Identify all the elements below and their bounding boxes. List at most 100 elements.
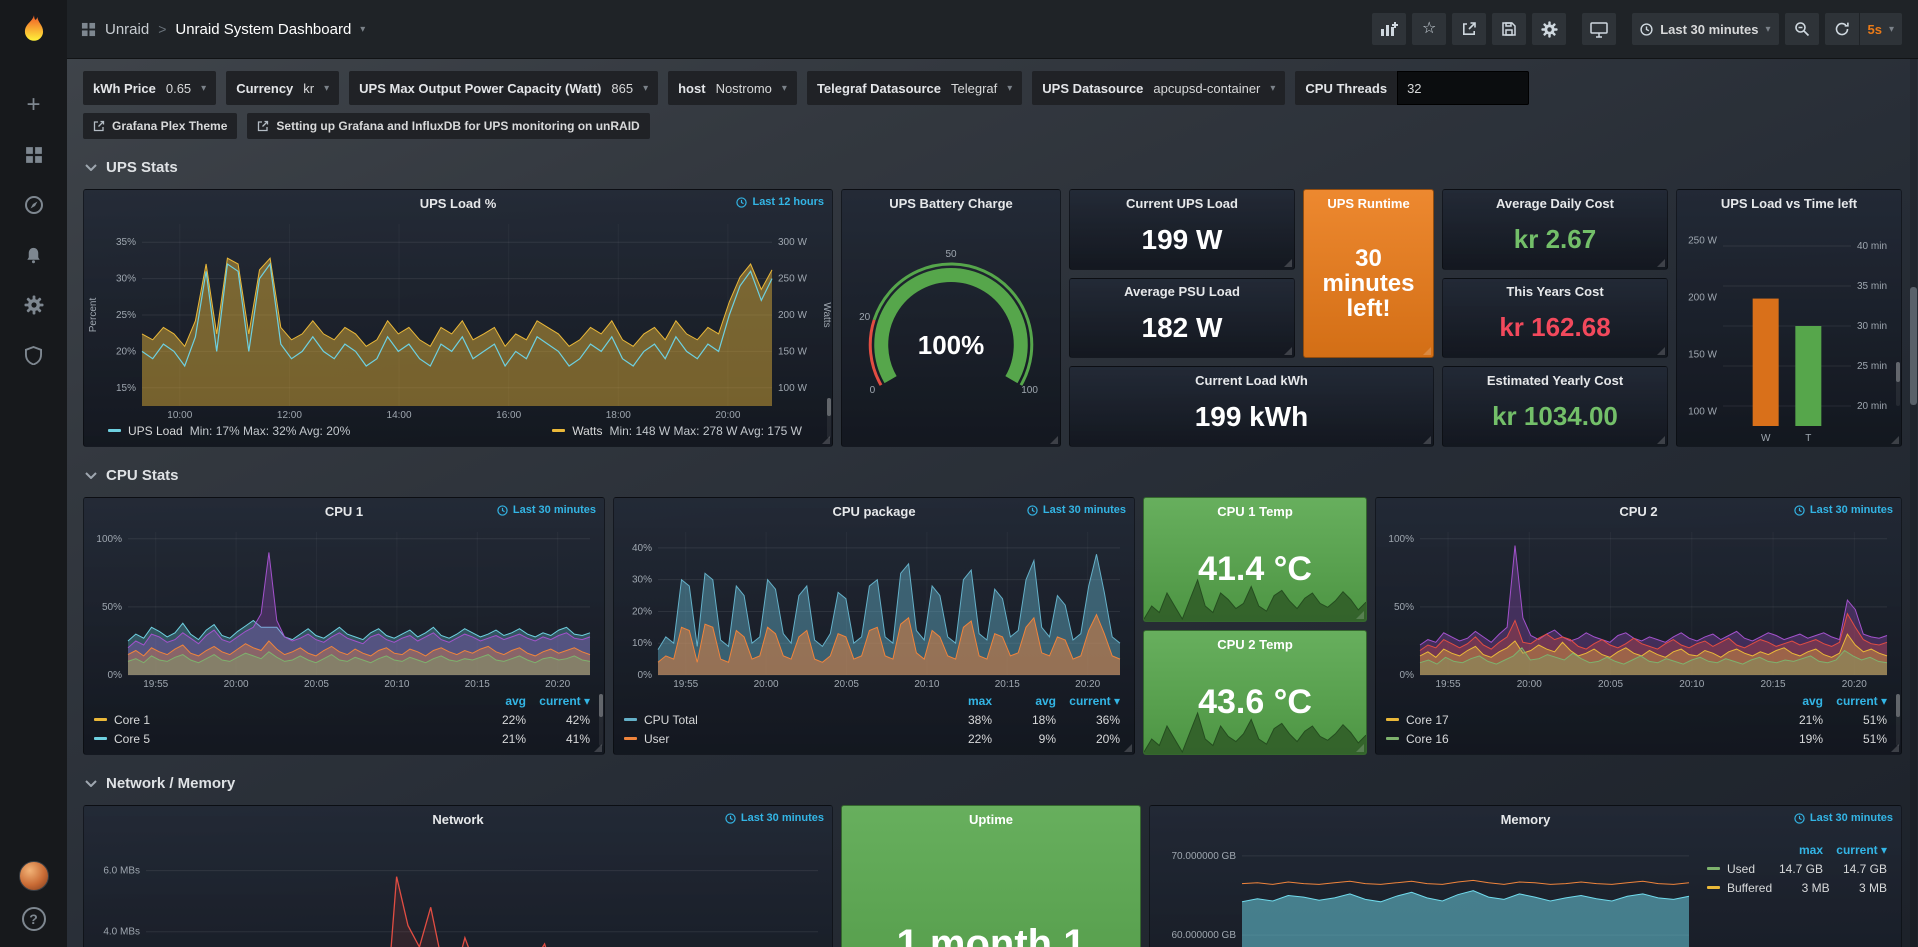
panel-resize-handle[interactable] [1657,435,1665,444]
panel-resize-handle[interactable] [1050,435,1058,444]
legend-item[interactable]: Watts Min: 148 W Max: 278 W Avg: 175 W [552,424,802,438]
panel-title[interactable]: Average PSU Load [1124,284,1240,300]
share-button[interactable] [1452,13,1487,45]
legend-row[interactable]: Used 14.7 GB 14.7 GB [1707,859,1887,878]
legend-col-header[interactable]: max [967,693,992,708]
legend-row[interactable]: Core 5 21% 41% [94,729,590,748]
user-avatar[interactable] [18,861,49,891]
server-admin-shield-icon[interactable] [0,330,67,380]
section-header-ups[interactable]: UPS Stats [85,155,1902,179]
zoom-out-button[interactable] [1784,13,1819,45]
section-header-network-memory[interactable]: Network / Memory [85,771,1902,795]
panel-resize-handle[interactable] [1657,258,1665,267]
alerting-bell-icon[interactable] [0,230,67,280]
panel-title[interactable]: Estimated Yearly Cost [1486,372,1624,388]
page-scrollbar-thumb[interactable] [1910,287,1917,405]
configuration-gear-icon[interactable] [0,280,67,330]
panel-resize-handle[interactable] [1356,611,1364,619]
variable-telegraf-datasource[interactable]: Telegraf Datasource Telegraf ▾ [806,71,1023,105]
panel-resize-handle[interactable] [1284,347,1292,356]
legend-item[interactable]: UPS Load Min: 17% Max: 32% Avg: 20% [108,424,350,438]
panel-resize-handle[interactable] [1356,744,1364,752]
panel-title[interactable]: UPS Load % [419,195,497,211]
star-button[interactable]: ☆ [1412,13,1447,45]
variable-cpu-threads[interactable]: CPU Threads [1295,71,1530,105]
cpu1-chart[interactable]: 0% 50% 100% 19:55 20:00 20:05 20:10 20:15 20:20 [84,524,604,691]
panel-scrollbar[interactable] [599,694,603,746]
variable-ups-max-output-power-capacity-watt-[interactable]: UPS Max Output Power Capacity (Watt) 865 ▾ [349,71,659,105]
panel-resize-handle[interactable] [1124,744,1132,752]
create-plus-icon[interactable]: + [0,80,67,130]
variable-input[interactable] [1397,71,1530,105]
refresh-interval-button[interactable]: 5s ▾ [1859,13,1902,45]
cpu2-chart[interactable]: 0% 50% 100% 19:55 20:00 20:05 20:10 20:15 20:20 [1376,524,1901,691]
variable-host[interactable]: host Nostromo ▾ [668,71,797,105]
panel-title[interactable]: CPU 1 [324,503,364,519]
panel-title[interactable]: CPU package [832,503,916,519]
panel-title[interactable]: Current UPS Load [1126,195,1238,211]
cpu-package-chart[interactable]: 0% 10% 20% 30% 40% 19:55 20:00 20:05 20:10 20:15 2… [614,524,1134,691]
legend-col-header[interactable]: current ▾ [1836,842,1887,857]
section-header-cpu[interactable]: CPU Stats [85,463,1902,487]
panel-title[interactable]: UPS Load vs Time left [1720,195,1858,211]
legend-row[interactable]: Core 16 19% 51% [1386,729,1887,748]
save-button[interactable] [1492,13,1527,45]
explore-compass-icon[interactable] [0,180,67,230]
page-scrollbar[interactable] [1910,59,1917,947]
breadcrumb-folder[interactable]: Unraid [105,20,150,38]
panel-title[interactable]: Current Load kWh [1195,372,1308,388]
chevron-down-icon[interactable]: ▾ [360,23,366,35]
panel-title[interactable]: CPU 2 [1619,503,1658,519]
ups-load-chart[interactable]: 15% 20% 25% 30% 35% 100 W 150 W 200 W 250 W 300 W… [84,216,832,422]
panel-scrollbar[interactable] [827,397,831,438]
dashboard-link[interactable]: Grafana Plex Theme [83,113,238,139]
dashboards-grid-icon[interactable] [81,22,96,37]
dashboard-link[interactable]: Setting up Grafana and InfluxDB for UPS … [247,113,650,139]
dashboard-settings-button[interactable] [1532,13,1567,45]
grafana-logo[interactable] [14,10,54,50]
time-picker-button[interactable]: Last 30 minutes ▾ [1632,13,1779,45]
panel-scrollbar[interactable] [1896,361,1900,406]
panel-title[interactable]: This Years Cost [1506,284,1604,300]
battery-gauge[interactable]: 0 20 50 100 100% [842,216,1060,446]
panel-title[interactable]: CPU 1 Temp [1217,503,1293,519]
panel-resize-handle[interactable] [594,744,602,752]
refresh-button[interactable] [1824,13,1859,45]
panel-resize-handle[interactable] [822,435,830,444]
panel-title[interactable]: Memory [1500,811,1551,827]
legend-col-header[interactable]: avg [1035,693,1056,708]
panel-title[interactable]: Average Daily Cost [1495,195,1614,211]
help-icon[interactable]: ? [21,907,46,931]
breadcrumb-dashboard-title[interactable]: Unraid System Dashboard [175,20,352,38]
variable-currency[interactable]: Currency kr ▾ [226,71,340,105]
legend-col-header[interactable]: current ▾ [539,693,590,708]
dashboards-icon[interactable] [0,130,67,180]
panel-resize-handle[interactable] [1891,435,1899,444]
legend-col-header[interactable]: avg [505,693,526,708]
legend-col-header[interactable]: max [1798,842,1823,857]
panel-title[interactable]: Network [432,811,484,827]
panel-scrollbar[interactable] [1896,694,1900,746]
panel-title[interactable]: CPU 2 Temp [1217,636,1293,652]
cycle-view-button[interactable] [1582,13,1617,45]
legend-col-header[interactable]: current ▾ [1069,693,1120,708]
panel-resize-handle[interactable] [1891,744,1899,752]
legend-row[interactable]: Core 17 21% 51% [1386,710,1887,729]
legend-col-header[interactable]: current ▾ [1836,693,1887,708]
panel-title[interactable]: Uptime [968,811,1014,827]
variable-ups-datasource[interactable]: UPS Datasource apcupsd-container ▾ [1032,71,1286,105]
panel-resize-handle[interactable] [1284,258,1292,267]
legend-col-header[interactable]: avg [1802,693,1823,708]
ups-bar-chart[interactable]: 20 min 25 min 30 min 35 min 40 min 100 W 150 W… [1677,216,1901,446]
panel-resize-handle[interactable] [1423,347,1431,356]
legend-row[interactable]: Core 1 22% 42% [94,710,590,729]
legend-row[interactable]: CPU Total 38% 18% 36% [624,710,1120,729]
legend-row[interactable]: Buffered 3 MB 3 MB [1707,878,1887,897]
panel-resize-handle[interactable] [1657,347,1665,356]
add-panel-button[interactable] [1372,13,1407,45]
panel-title[interactable]: UPS Battery Charge [889,195,1013,211]
panel-title[interactable]: UPS Runtime [1327,195,1410,211]
panel-resize-handle[interactable] [1423,435,1431,444]
